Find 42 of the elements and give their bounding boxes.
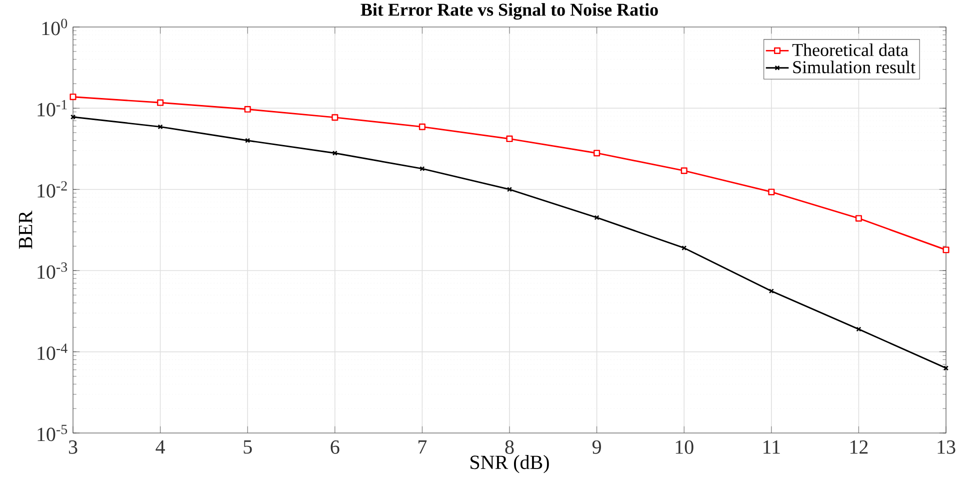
x-tick-label: 6 bbox=[330, 440, 340, 454]
point bbox=[942, 246, 950, 254]
point bbox=[245, 138, 250, 144]
y-tick-label: 10$^{-3}$ bbox=[38, 262, 68, 279]
x-axis-title: SNR (dB) bbox=[470, 455, 549, 474]
legend-label: Simulation result bbox=[793, 60, 916, 74]
x-tick-label: 12 bbox=[850, 440, 868, 454]
y-tick-label: 10$^{-1}$ bbox=[38, 100, 67, 116]
chart-title: Bit Error Rate vs Signal to Noise Ratio bbox=[360, 3, 658, 20]
point bbox=[418, 124, 426, 130]
point bbox=[855, 215, 862, 222]
y-tick-label: 10$^{-2}$ bbox=[38, 181, 67, 198]
point bbox=[768, 188, 775, 196]
point bbox=[682, 245, 687, 251]
point bbox=[157, 99, 164, 106]
y-tick-label: 10$^{-5}$ bbox=[38, 424, 68, 442]
x-tick-label: 13 bbox=[938, 440, 956, 454]
point bbox=[680, 167, 688, 174]
point bbox=[420, 166, 425, 172]
point bbox=[506, 136, 513, 142]
point bbox=[594, 215, 600, 220]
point bbox=[158, 124, 163, 130]
x-tick-label: 9 bbox=[592, 440, 601, 454]
x-tick-label: 11 bbox=[764, 440, 780, 454]
x-tick-label: 3 bbox=[68, 440, 78, 454]
point bbox=[506, 186, 512, 192]
x-tick-label: 8 bbox=[505, 440, 514, 454]
point bbox=[768, 288, 774, 294]
x-tick-label: 7 bbox=[418, 440, 427, 454]
point bbox=[856, 326, 862, 332]
point bbox=[244, 106, 251, 113]
y-tick-label: 10$^{0}$ bbox=[42, 18, 68, 36]
x-tick-label: 5 bbox=[244, 440, 252, 454]
x-tick-label: 4 bbox=[156, 440, 165, 454]
legend-label: Theoretical data bbox=[792, 43, 908, 56]
point bbox=[332, 150, 338, 156]
point bbox=[70, 94, 76, 100]
y-axis-title: BER bbox=[18, 210, 32, 249]
x-tick-label: 10 bbox=[676, 440, 694, 454]
point bbox=[332, 114, 338, 121]
y-tick-label: 10$^{-4}$ bbox=[38, 344, 68, 360]
point bbox=[594, 150, 600, 156]
